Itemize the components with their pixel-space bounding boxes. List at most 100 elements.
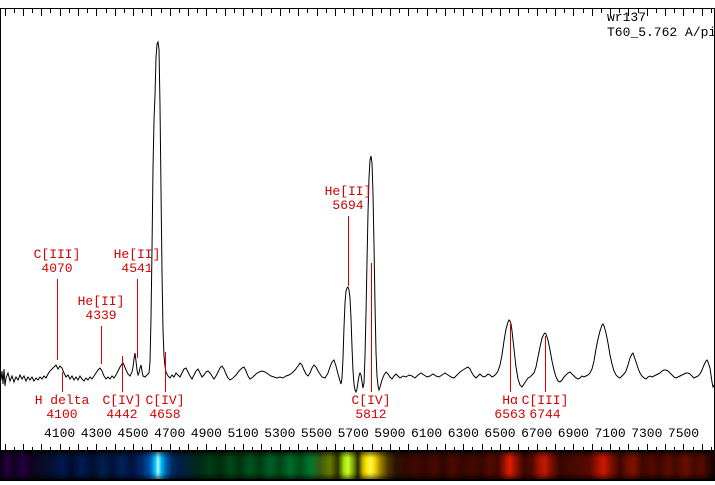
x-axis-tick — [32, 447, 33, 450]
x-axis-tick — [5, 9, 6, 16]
object-name: wr137 — [607, 10, 647, 25]
annotation-species: Hα — [502, 393, 518, 408]
annotation-label: He[II] 4541 — [114, 248, 161, 276]
dispersion-label: T60_5.762 A/pix — [607, 25, 715, 40]
annotation-label: C[IV] 4658 — [145, 394, 184, 422]
x-axis-tick — [78, 444, 79, 450]
x-axis-tick — [142, 447, 143, 450]
x-axis-tick — [445, 9, 446, 16]
annotation-species: C[IV] — [145, 393, 185, 408]
plot-border-top — [0, 8, 715, 9]
x-axis-tick — [60, 444, 61, 450]
x-axis-tick — [96, 444, 97, 450]
x-axis-tick — [509, 9, 510, 13]
x-axis-tick — [491, 9, 492, 13]
x-axis-tick — [555, 444, 556, 450]
x-axis-tick — [381, 9, 382, 13]
x-axis-tick-label: 4700 — [154, 426, 186, 441]
x-axis-tick — [619, 9, 620, 13]
x-axis-tick — [674, 447, 675, 450]
x-axis-tick-label: 5500 — [300, 426, 333, 441]
x-axis-tick — [628, 9, 629, 16]
x-axis-tick — [381, 447, 382, 450]
annotation-wavelength: 4658 — [149, 407, 181, 422]
x-axis-tick — [298, 9, 299, 16]
x-axis-tick — [445, 444, 446, 450]
x-axis-tick — [482, 444, 483, 450]
annotation-line — [545, 336, 546, 392]
x-axis-tick — [50, 9, 51, 13]
x-axis-tick — [317, 9, 318, 16]
x-axis-tick — [417, 447, 418, 450]
x-axis-tick — [271, 447, 272, 450]
x-axis-tick — [399, 9, 400, 13]
x-axis-tick — [261, 9, 262, 16]
x-axis-tick — [546, 447, 547, 450]
annotation-wavelength: 4070 — [41, 261, 73, 276]
x-axis-tick — [69, 9, 70, 13]
x-axis-tick — [115, 9, 116, 16]
x-axis-tick — [628, 444, 629, 450]
x-axis-tick — [188, 9, 189, 16]
x-axis-tick — [344, 447, 345, 450]
x-axis-tick-label: 5900 — [374, 426, 406, 441]
x-axis-tick — [289, 9, 290, 13]
annotation-line — [371, 263, 372, 392]
x-axis-tick — [638, 9, 639, 13]
x-axis-tick — [683, 9, 684, 16]
x-axis-tick — [326, 447, 327, 450]
x-axis-tick — [638, 447, 639, 450]
x-axis-tick — [41, 444, 42, 450]
x-axis-tick — [683, 444, 684, 450]
annotation-wavelength: 4541 — [121, 261, 153, 276]
x-axis-tick-label: 6100 — [410, 426, 443, 441]
x-axis-tick — [583, 9, 584, 13]
x-axis-tick — [647, 9, 648, 16]
x-axis-tick — [500, 444, 501, 450]
x-axis-tick — [665, 9, 666, 16]
x-axis-tick — [656, 447, 657, 450]
x-axis-tick — [252, 447, 253, 450]
annotation-species: C[IV] — [102, 393, 142, 408]
x-axis-tick — [216, 447, 217, 450]
x-axis-tick — [225, 444, 226, 450]
x-axis-tick — [234, 447, 235, 450]
x-axis-tick — [326, 9, 327, 13]
annotation-species: C[IV] — [351, 393, 391, 408]
x-axis-tick — [528, 9, 529, 13]
x-axis-tick — [261, 444, 262, 450]
x-axis-tick — [711, 447, 712, 450]
x-axis-tick — [500, 9, 501, 16]
x-axis-tick — [197, 447, 198, 450]
x-axis-tick-label: 5100 — [227, 426, 259, 441]
x-axis-tick — [216, 9, 217, 13]
x-axis-tick — [307, 447, 308, 450]
annotation-line — [101, 326, 102, 364]
x-axis-tick — [50, 447, 51, 450]
x-axis-tick — [115, 444, 116, 450]
x-axis-tick — [573, 9, 574, 16]
x-axis-tick — [179, 447, 180, 450]
annotation-line — [510, 322, 511, 392]
x-axis-tick-label: 4500 — [117, 426, 149, 441]
x-axis-tick — [124, 9, 125, 13]
x-axis-tick — [509, 447, 510, 450]
x-axis-tick — [170, 444, 171, 450]
x-axis-tick-label: 6900 — [557, 426, 589, 441]
annotation-label: He[II] 4339 — [78, 295, 125, 323]
x-axis-tick — [390, 9, 391, 16]
x-axis-tick — [583, 447, 584, 450]
x-axis-tick-label: 5700 — [337, 426, 369, 441]
x-axis-tick — [271, 9, 272, 13]
x-axis-tick — [702, 9, 703, 16]
x-axis-tick — [427, 9, 428, 16]
x-axis-tick — [87, 447, 88, 450]
x-axis-tick — [23, 444, 24, 450]
annotation-label: H delta 4100 — [35, 394, 90, 422]
annotation-label: Hα 6563 — [494, 394, 525, 422]
x-axis-tick-label: 7300 — [631, 426, 663, 441]
x-axis-tick — [161, 9, 162, 13]
x-axis-tick-label: 7500 — [667, 426, 700, 441]
